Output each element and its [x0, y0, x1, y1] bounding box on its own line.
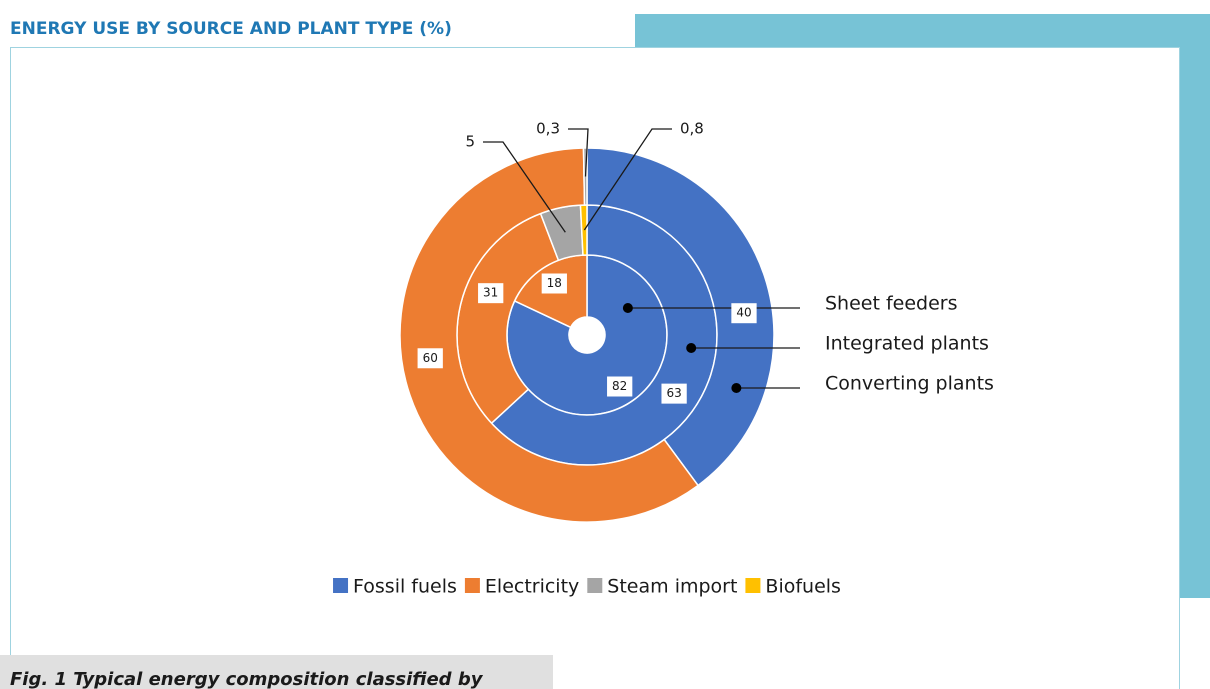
caption-box	[0, 655, 553, 689]
data-label-box	[541, 273, 567, 294]
legend-label: Steam import	[607, 576, 737, 598]
legend-label: Electricity	[485, 576, 579, 598]
data-label-box	[731, 303, 757, 324]
ring-dot	[622, 303, 633, 313]
data-label-box	[478, 283, 504, 304]
donut-segment	[586, 147, 775, 487]
legend-swatch	[745, 578, 761, 593]
data-label: 40	[736, 306, 751, 320]
data-label: 60	[423, 351, 438, 365]
leader-line	[568, 128, 589, 177]
data-label-box	[607, 376, 633, 397]
legend-swatch	[587, 578, 603, 593]
donut-segment	[399, 147, 700, 523]
side-band	[1180, 14, 1210, 598]
legend: Fossil fuels Electricity Steam import Biofu…	[333, 576, 841, 598]
ring-label: Integrated plants	[825, 333, 989, 355]
leader-line	[483, 141, 566, 233]
data-label: 0,8	[680, 120, 704, 138]
data-label-box	[417, 348, 443, 369]
data-label: 5	[465, 133, 475, 151]
legend-label: Fossil fuels	[353, 576, 457, 598]
caption: Fig. 1 Typical energy composition classi…	[10, 669, 484, 689]
header-band	[635, 14, 1210, 48]
legend-label: Biofuels	[765, 576, 841, 598]
data-label: 18	[547, 276, 562, 290]
legend-swatch	[464, 578, 480, 593]
data-label: 0,3	[536, 120, 560, 138]
legend-swatch	[333, 578, 349, 593]
leader-line	[583, 128, 672, 231]
ring-dot	[686, 343, 697, 353]
data-label: 31	[483, 286, 498, 300]
chart-title: ENERGY USE BY SOURCE AND PLANT TYPE (%)	[10, 19, 452, 39]
ring-label: Converting plants	[825, 373, 994, 395]
ring-label: Sheet feeders	[825, 293, 958, 315]
data-label: 82	[612, 379, 627, 393]
ring-dot	[731, 383, 742, 393]
data-label-box	[661, 383, 687, 404]
data-label: 63	[666, 386, 681, 400]
